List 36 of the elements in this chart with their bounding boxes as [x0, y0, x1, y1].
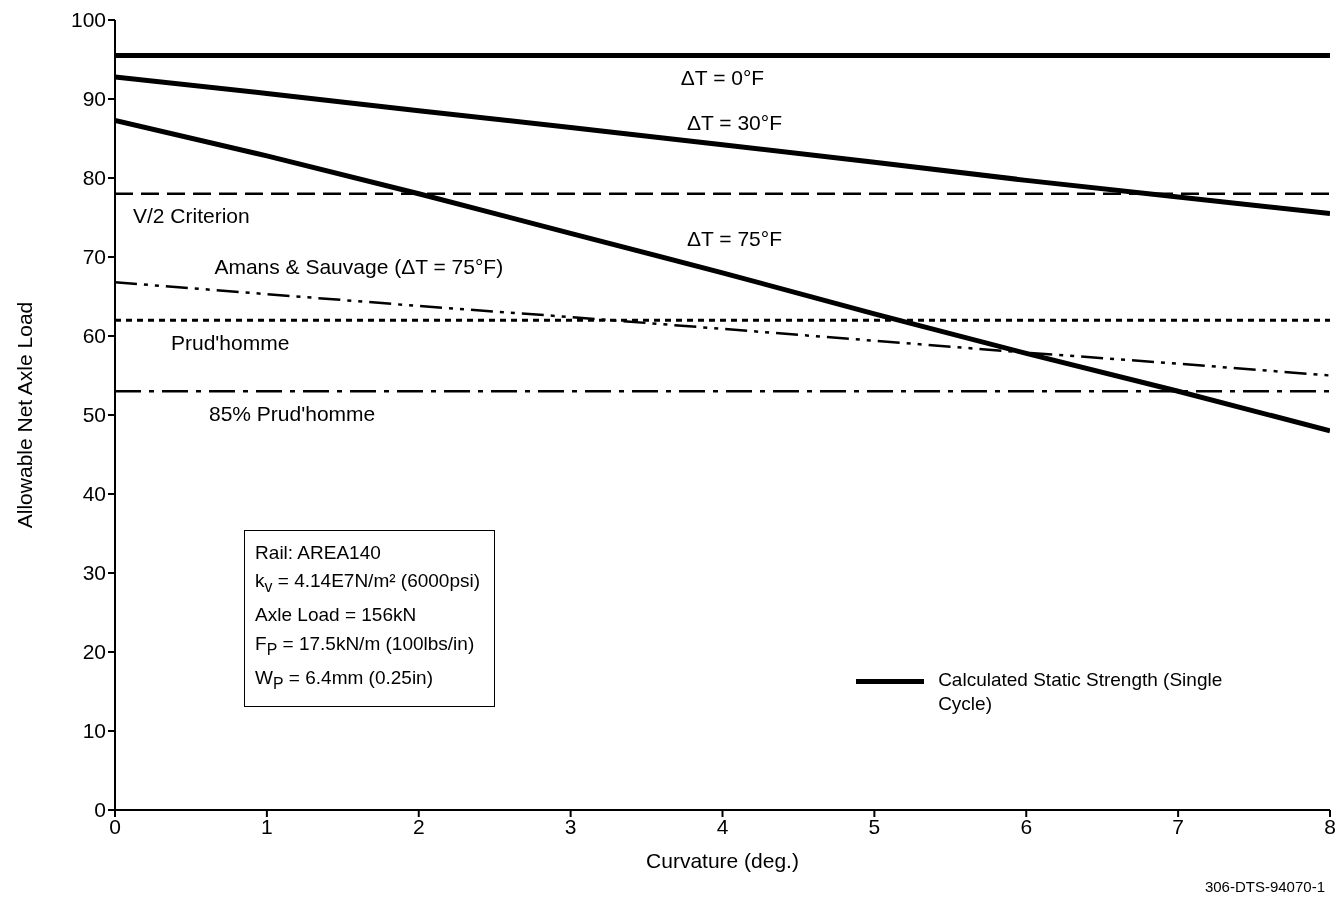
x-tick-label: 1 [261, 814, 273, 838]
y-tick-label: 50 [82, 403, 106, 427]
ref-line-label: V/2 Criterion [133, 204, 250, 228]
x-tick-label: 6 [1020, 814, 1033, 838]
series-label: Amans & Sauvage (ΔT = 75°F) [214, 254, 504, 278]
x-tick-label: 2 [412, 814, 425, 838]
y-tick-label: 40 [82, 482, 106, 506]
annotation: F$_{P}$ = 17.5kN/m (100lbs/in) [255, 632, 475, 658]
y-tick-label: 60 [82, 324, 106, 348]
ref-line-label: 85% Prud'homme [209, 401, 376, 425]
annotation: Calculated Static Strength (Single Cycle) [938, 667, 1224, 716]
y-tick-label: 30 [82, 561, 106, 585]
annotation: Rail: AREA140 [255, 541, 381, 563]
annotation: k$_{v}$ = 4.14E7N/m² (6000psi) [255, 570, 481, 595]
annotation: Axle Load = 156kN [255, 604, 417, 626]
series-label: ΔT = 30°F [687, 111, 782, 135]
y-tick-label: 100 [70, 8, 106, 32]
y-tick-label: 0 [94, 798, 106, 822]
series-label: ΔT = 0°F [680, 66, 765, 90]
y-axis-title: Allowable Net Axle Load [13, 301, 37, 529]
x-tick-label: 4 [716, 814, 729, 838]
x-tick-label: 0 [109, 814, 121, 838]
series-label: ΔT = 75°F [687, 227, 782, 251]
y-tick-label: 70 [82, 245, 106, 269]
y-tick-label: 90 [82, 87, 106, 111]
x-tick-label: 5 [868, 814, 881, 838]
text: 306-DTS-94070-1 [1204, 878, 1325, 895]
ref-line-label: Prud'homme [171, 330, 290, 354]
annotation: W$_{P}$ = 6.4mm (0.25in) [255, 667, 434, 692]
y-tick-label: 10 [82, 719, 106, 743]
y-tick-label: 80 [82, 166, 106, 190]
y-tick-label: 20 [82, 640, 106, 664]
x-tick-label: 3 [564, 814, 577, 838]
x-tick-label: 8 [1324, 814, 1336, 838]
x-tick-label: 7 [1172, 814, 1184, 838]
x-axis-title: Curvature (deg.) [646, 849, 799, 872]
